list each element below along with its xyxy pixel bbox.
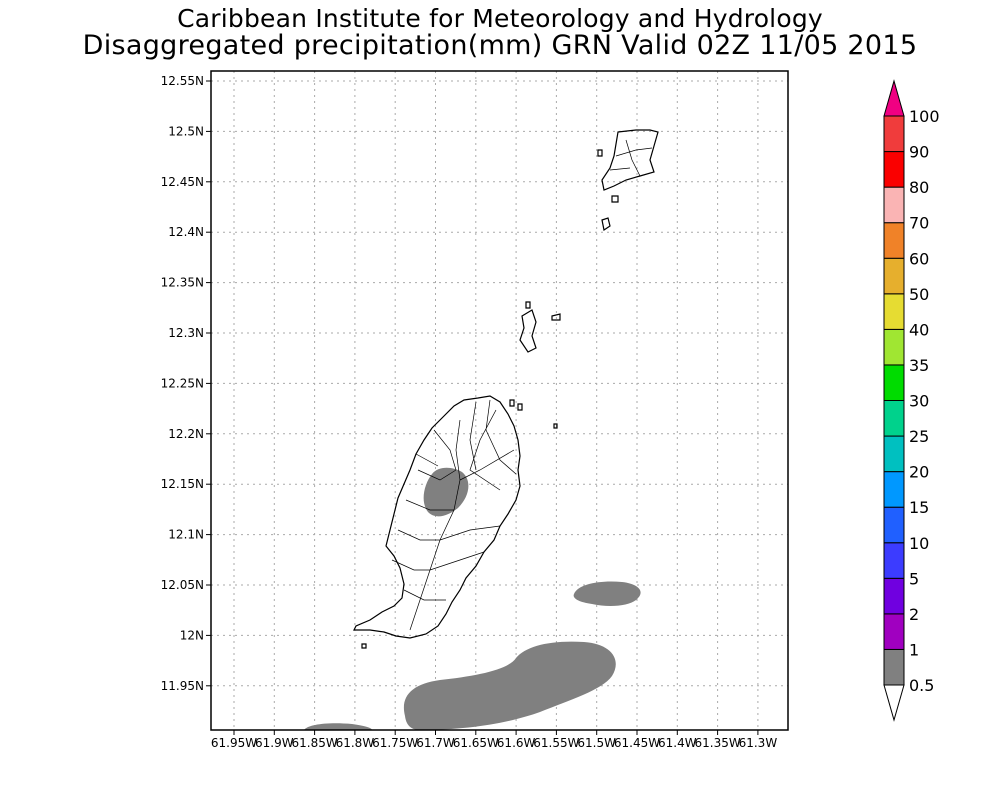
colorbar-label: 70 xyxy=(909,214,929,233)
colorbar-label: 15 xyxy=(909,498,929,517)
colorbar-swatch xyxy=(883,577,905,615)
grenadine-islet-1 xyxy=(611,195,619,203)
colorbar-swatch xyxy=(883,222,905,259)
lat-tick-label: 12.05N xyxy=(161,578,204,592)
precipitation-layer xyxy=(304,467,641,730)
colorbar-swatch xyxy=(883,364,905,401)
colorbar-swatch xyxy=(883,328,905,366)
colorbar-label: 90 xyxy=(909,143,929,162)
grenadine-islet-2 xyxy=(519,309,537,353)
colorbar-swatch xyxy=(883,613,905,650)
longitude-tick-labels: 61.95W61.9W61.85W61.8W61.75W61.7W61.65W6… xyxy=(211,730,777,750)
precip-area-central-grenada xyxy=(423,467,469,517)
lon-tick-label: 61.85W xyxy=(291,736,337,750)
grenadine-islet-5 xyxy=(597,149,603,157)
colorbar-swatch xyxy=(883,648,905,686)
islet-southwest xyxy=(361,643,367,649)
lat-tick-label: 12N xyxy=(180,628,204,642)
lon-tick-label: 61.65W xyxy=(453,736,499,750)
lat-tick-label: 12.2N xyxy=(168,427,204,441)
colorbar-label: 2 xyxy=(909,605,919,624)
lon-tick-label: 61.3W xyxy=(739,736,778,750)
lon-tick-label: 61.45W xyxy=(614,736,660,750)
precip-area-southwest-edge xyxy=(304,723,372,730)
colorbar-label: 35 xyxy=(909,356,929,375)
colorbar-swatch xyxy=(883,293,905,330)
colorbar-swatch xyxy=(883,400,905,437)
colorbar-swatch xyxy=(883,435,905,473)
grenadine-islet-3 xyxy=(525,301,531,309)
map-frame xyxy=(210,70,789,731)
colorbar-swatch xyxy=(883,151,905,188)
colorbar-swatch xyxy=(883,257,905,295)
colorbar-under-triangle xyxy=(883,684,905,722)
lon-tick-label: 61.7W xyxy=(416,736,455,750)
colorbar-swatch xyxy=(883,506,905,544)
grenada-island-outline xyxy=(353,395,521,639)
islet-east-1 xyxy=(509,399,515,407)
colorbar-label: 0.5 xyxy=(909,676,934,695)
product-title: Disaggregated precipitation(mm) GRN Vali… xyxy=(82,30,918,61)
colorbar-over-triangle xyxy=(883,79,905,117)
lon-tick-label: 61.75W xyxy=(372,736,418,750)
latitude-tick-labels: 12.55N 12.5N 12.45N 12.4N 12.35N 12.3N 12.25N 1… xyxy=(161,74,211,693)
lat-tick-label: 12.55N xyxy=(161,74,204,88)
colorbar-label: 50 xyxy=(909,285,929,304)
lat-tick-label: 12.5N xyxy=(168,124,204,138)
islet-east-2 xyxy=(517,403,523,411)
lat-tick-label: 12.25N xyxy=(161,376,204,390)
land-outline-layer xyxy=(353,129,659,649)
institute-title: Caribbean Institute for Meteorology and … xyxy=(177,4,823,33)
colorbar-label: 40 xyxy=(909,320,929,339)
lon-tick-label: 61.95W xyxy=(211,736,257,750)
map-grid xyxy=(211,71,788,730)
precip-area-south-offshore xyxy=(403,641,616,730)
lon-tick-label: 61.9W xyxy=(255,736,294,750)
colorbar-label: 20 xyxy=(909,463,929,482)
colorbar-label: 80 xyxy=(909,178,929,197)
islet-east-3 xyxy=(553,423,558,429)
lon-tick-label: 61.8W xyxy=(336,736,375,750)
colorbar-label: 25 xyxy=(909,427,929,446)
petite-martinique-outline xyxy=(601,217,611,231)
colorbar-swatch xyxy=(883,542,905,579)
lat-tick-label: 12.35N xyxy=(161,276,204,290)
colorbar-label: 60 xyxy=(909,249,929,268)
grenada-parish-boundaries xyxy=(391,399,517,631)
carriacou-outline xyxy=(601,129,659,191)
lat-tick-label: 12.3N xyxy=(168,326,204,340)
lat-tick-label: 12.1N xyxy=(168,528,204,542)
carriacou-boundaries xyxy=(609,139,653,177)
precip-area-southeast-offshore xyxy=(573,581,641,606)
lat-tick-label: 11.95N xyxy=(161,679,204,693)
lon-tick-label: 61.5W xyxy=(577,736,616,750)
colorbar-swatch xyxy=(883,471,905,508)
lon-tick-label: 61.6W xyxy=(497,736,536,750)
lat-tick-label: 12.45N xyxy=(161,175,204,189)
lat-tick-label: 12.15N xyxy=(161,477,204,491)
colorbar-label: 30 xyxy=(909,392,929,411)
colorbar-label: 100 xyxy=(909,107,940,126)
lon-tick-label: 61.55W xyxy=(533,736,579,750)
lon-tick-label: 61.35W xyxy=(694,736,740,750)
lon-tick-label: 61.4W xyxy=(658,736,697,750)
grenadine-islet-4 xyxy=(551,313,561,321)
colorbar-label: 10 xyxy=(909,534,929,553)
colorbar-label: 5 xyxy=(909,569,919,588)
lat-tick-label: 12.4N xyxy=(168,225,204,239)
colorbar-label: 1 xyxy=(909,640,919,659)
colorbar-swatch xyxy=(883,115,905,153)
colorbar-swatch xyxy=(883,186,905,224)
